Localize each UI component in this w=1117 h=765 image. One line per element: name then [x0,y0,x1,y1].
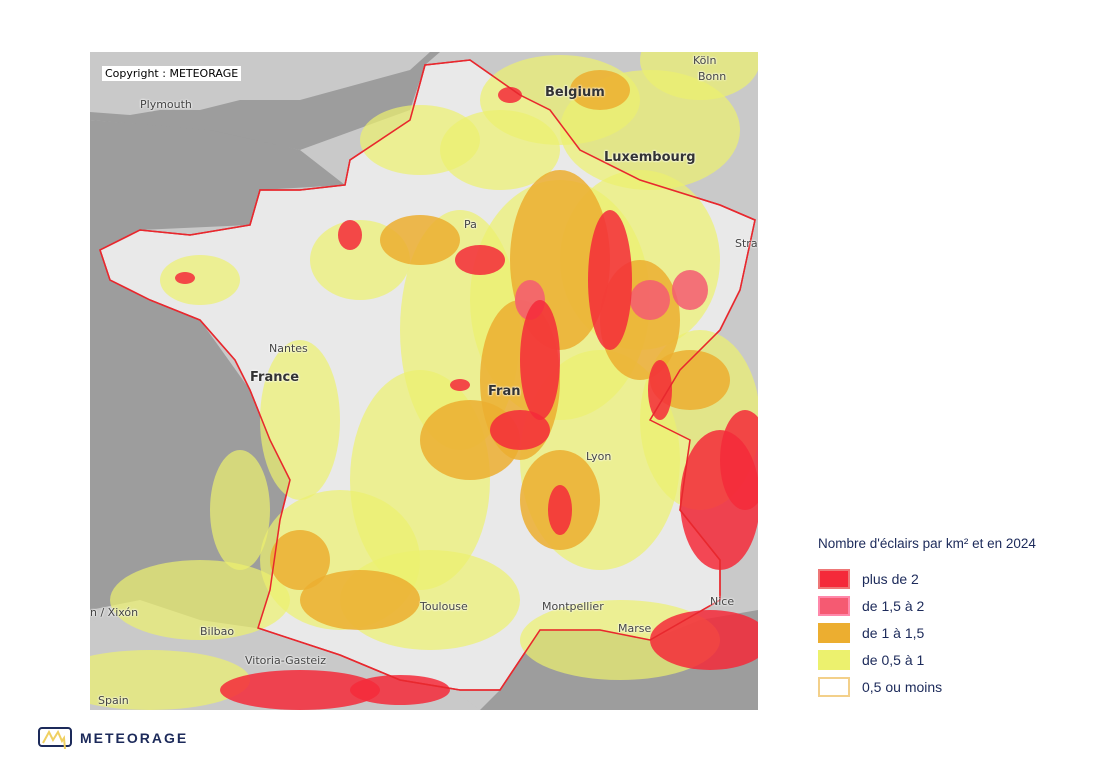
density-patch [260,340,340,500]
density-patch [338,220,362,250]
legend-item: de 1,5 à 2 [818,592,1036,619]
map-canvas [90,52,758,710]
lightning-logo-icon [38,727,72,749]
legend-title: Nombre d'éclairs par km² et en 2024 [818,536,1036,551]
france-border [99,59,756,691]
legend-swatch [818,568,850,589]
density-patch [455,245,505,275]
density-patch [640,52,758,100]
map-label-paris: Pa [464,218,477,231]
density-patch [490,410,550,450]
map-label-toulouse: Toulouse [420,600,468,613]
density-patch [210,450,270,570]
lightning-density-layer [90,52,758,710]
map-label-nantes: Nantes [269,342,308,355]
map-label-france: France [250,370,300,385]
density-patch [270,530,330,590]
map-label-marseille: Marse [618,622,652,635]
map-label-koln: Köln [693,54,717,67]
legend-item: de 0,5 à 1 [818,646,1036,673]
density-patch [570,70,630,110]
map-label-montpellier: Montpellier [542,600,604,613]
legend-label: de 1,5 à 2 [862,597,925,614]
density-patch [588,210,632,350]
legend-item: 0,5 ou moins [818,673,1036,700]
legend-swatch [818,622,850,643]
legend-item: de 1 à 1,5 [818,619,1036,646]
density-patch [350,675,450,705]
legend-label: de 1 à 1,5 [862,624,925,641]
sea-atlantic [90,120,345,630]
map-label-nice: Nice [710,595,735,608]
legend-swatch [818,649,850,670]
lightning-density-map[interactable]: Copyright : METEORAGE Plymouth Belgium K… [90,52,758,710]
legend-label: de 0,5 à 1 [862,651,925,668]
legend-label: plus de 2 [862,570,919,587]
density-patch [498,87,522,103]
legend-swatch [818,595,850,616]
map-label-spain: Spain [98,694,129,707]
density-patch [380,215,460,265]
map-label-luxembourg: Luxembourg [604,150,696,165]
density-patch [175,272,195,284]
legend-label: 0,5 ou moins [862,678,943,695]
map-label-vitoria: Vitoria-Gasteiz [245,654,326,667]
map-label-xixon: n / Xixón [90,606,139,619]
map-label-france-center: Fran [488,384,521,399]
density-patch [110,560,290,640]
map-label-strasbourg: Stra [735,237,758,250]
map-label-plymouth: Plymouth [140,98,192,111]
density-patch [672,270,708,310]
density-patch [360,105,480,175]
density-patch [548,485,572,535]
density-patch [520,300,560,420]
map-label-bonn: Bonn [698,70,727,83]
density-patch [630,280,670,320]
density-patch [300,570,420,630]
legend-item: plus de 2 [818,565,1036,592]
legend-swatch [818,676,850,697]
density-patch [648,360,672,420]
map-label-lyon: Lyon [586,450,612,463]
map-label-bilbao: Bilbao [200,625,235,638]
density-patch [160,255,240,305]
map-legend: Nombre d'éclairs par km² et en 2024 plus… [818,536,1036,700]
logo-text: METEORAGE [80,730,189,746]
map-copyright: Copyright : METEORAGE [102,66,242,81]
meteorage-logo: METEORAGE [38,727,188,749]
map-label-belgium: Belgium [545,85,605,100]
density-patch [90,650,250,710]
density-patch [220,670,380,710]
density-patch [450,379,470,391]
density-patch [720,410,758,510]
